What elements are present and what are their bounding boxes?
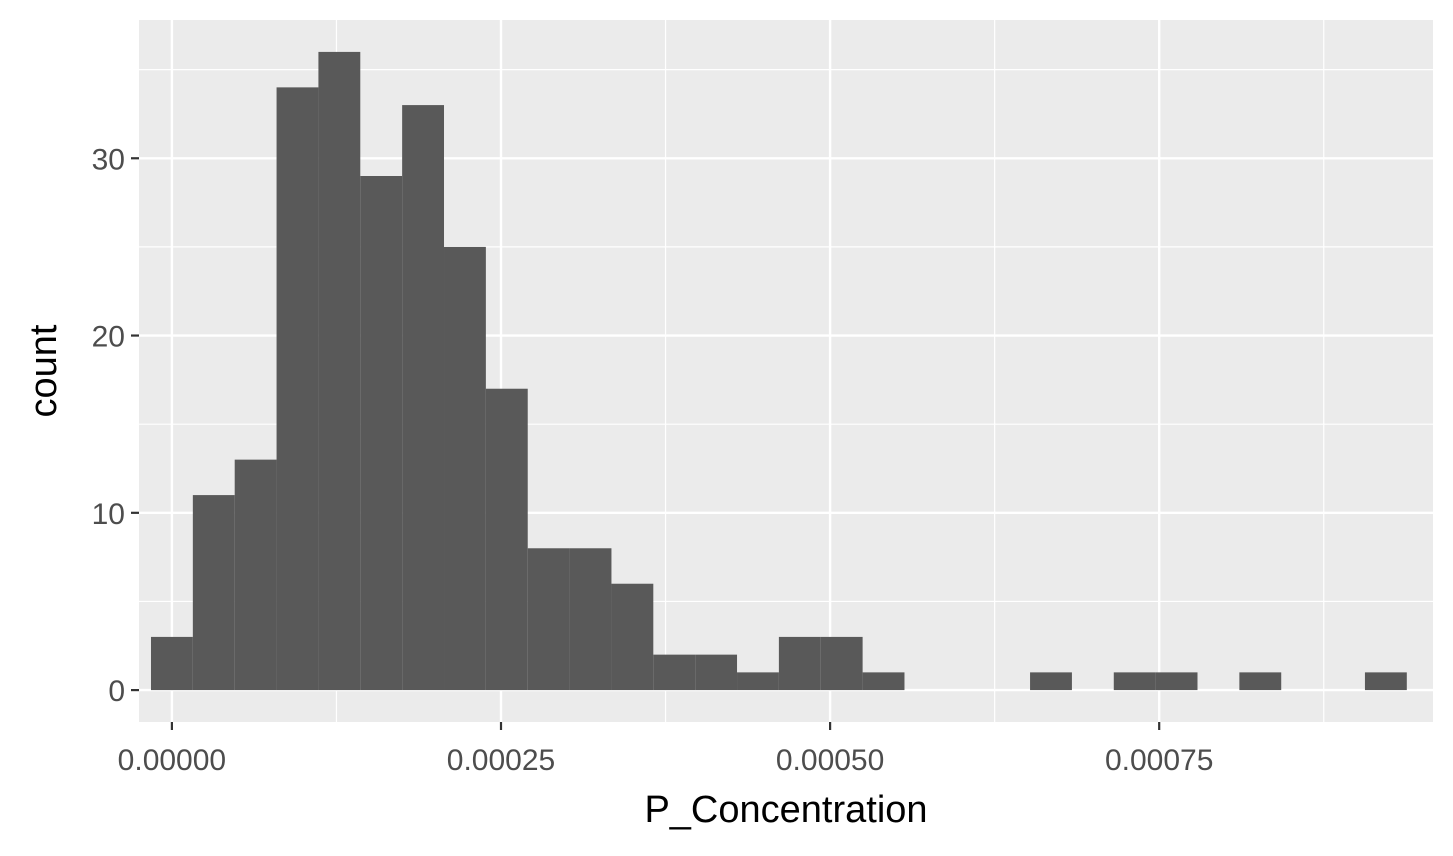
y-axis-title: count	[23, 324, 65, 417]
histogram-bar	[276, 87, 319, 691]
histogram-bar	[527, 548, 570, 691]
histogram-bar	[1239, 672, 1282, 691]
y-tick-label: 30	[92, 143, 125, 176]
histogram-bar	[444, 246, 486, 691]
histogram-bar	[569, 548, 612, 691]
histogram-bar	[485, 388, 528, 691]
x-axis-ticks: 0.00000 0.00025 0.00050 0.00075	[118, 722, 1213, 777]
histogram-bar	[234, 459, 277, 691]
y-tick-label: 10	[92, 498, 125, 531]
y-axis-ticks: 0 10 20 30	[92, 143, 139, 708]
histogram-bar	[1030, 672, 1072, 691]
histogram-bar	[1155, 672, 1198, 691]
x-axis-title: P_Concentration	[644, 789, 927, 831]
histogram-bar	[360, 176, 403, 691]
histogram-bar	[653, 654, 696, 691]
histogram-bar	[862, 672, 905, 691]
x-tick-label: 0.00025	[447, 744, 555, 777]
histogram-bar	[737, 672, 779, 691]
histogram-bar	[1113, 672, 1156, 691]
x-tick-label: 0.00050	[776, 744, 884, 777]
histogram-bar	[611, 583, 654, 691]
histogram-bar	[192, 495, 235, 691]
histogram-bar	[318, 51, 361, 691]
histogram-bar	[820, 636, 863, 691]
histogram-bar	[150, 636, 193, 691]
x-tick-label: 0.00000	[118, 744, 226, 777]
y-tick-label: 0	[108, 675, 125, 708]
histogram-bar	[1364, 672, 1407, 691]
histogram-bar	[402, 105, 445, 691]
histogram-bar	[695, 654, 738, 691]
x-tick-label: 0.00075	[1105, 744, 1213, 777]
histogram-bar	[778, 636, 821, 691]
histogram-bars	[150, 51, 1407, 691]
y-tick-label: 20	[92, 321, 125, 354]
